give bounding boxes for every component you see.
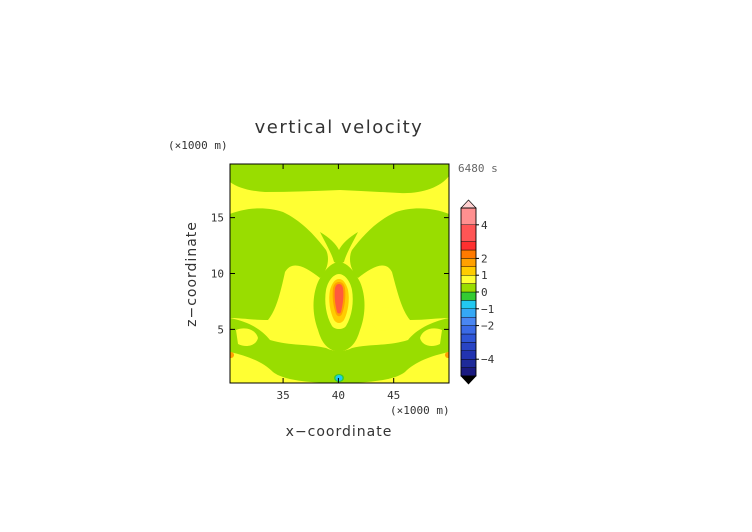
contour-region [230,352,234,358]
contour-region [445,352,449,358]
colorbar-segment [460,266,477,276]
colorbar: 4 2 1 0 −1 −2 −4 [460,199,495,385]
colorbar-segment [460,350,477,360]
y-axis-label: z−coordinate [184,221,200,327]
colorbar-tick-label: −2 [481,320,494,333]
colorbar-segment [460,359,477,368]
colorbar-tick-label: −4 [481,353,495,366]
colorbar-segment [460,367,477,377]
contour-region [334,284,344,314]
colorbar-segment [460,207,477,225]
x-axis-label: x−coordinate [286,424,393,440]
y-axis-ticks: 5 10 15 [211,212,449,336]
x-tick-label: 35 [276,389,289,402]
y-axis-unit: (×1000 m) [168,139,228,152]
colorbar-segment [460,275,477,284]
colorbar-segment [460,224,477,242]
colorbar-segment [460,333,477,343]
x-axis-unit: (×1000 m) [390,404,450,417]
colorbar-segment [460,258,477,267]
contour-region [335,375,343,381]
colorbar-extend-min [460,375,477,385]
colorbar-tick-label: 2 [481,252,488,265]
contour-region [230,208,328,320]
colorbar-segment [460,325,477,335]
colorbar-tick-label: −1 [481,303,494,316]
colorbar-segment [460,300,477,309]
colorbar-tick-label: 1 [481,269,488,282]
colorbar-segment [460,317,477,326]
x-tick-label: 40 [332,389,345,402]
contour-region [230,318,449,383]
y-tick-label: 5 [217,323,224,336]
colorbar-tick-label: 0 [481,286,488,299]
contour-field [230,164,449,383]
colorbar-tick-label: 4 [481,219,488,232]
contour-region [286,306,306,331]
chart-title: vertical velocity [255,117,424,138]
colorbar-segment [460,308,477,318]
contour-region [350,208,449,320]
colorbar-segment [460,291,477,301]
contour-region [372,306,392,331]
contour-region [236,328,258,346]
contour-region [320,232,358,264]
time-label: 6480 s [458,162,498,175]
x-axis-ticks: 35 40 45 [276,164,400,402]
contour-region [420,328,442,346]
x-tick-label: 45 [387,389,400,402]
colorbar-segment [460,283,477,293]
y-tick-label: 10 [211,268,224,281]
colorbar-segment [460,249,477,259]
contour-region [230,164,449,194]
colorbar-segment [460,342,477,351]
colorbar-extend-max [460,199,477,209]
y-tick-label: 15 [211,212,224,225]
colorbar-segment [460,241,477,251]
